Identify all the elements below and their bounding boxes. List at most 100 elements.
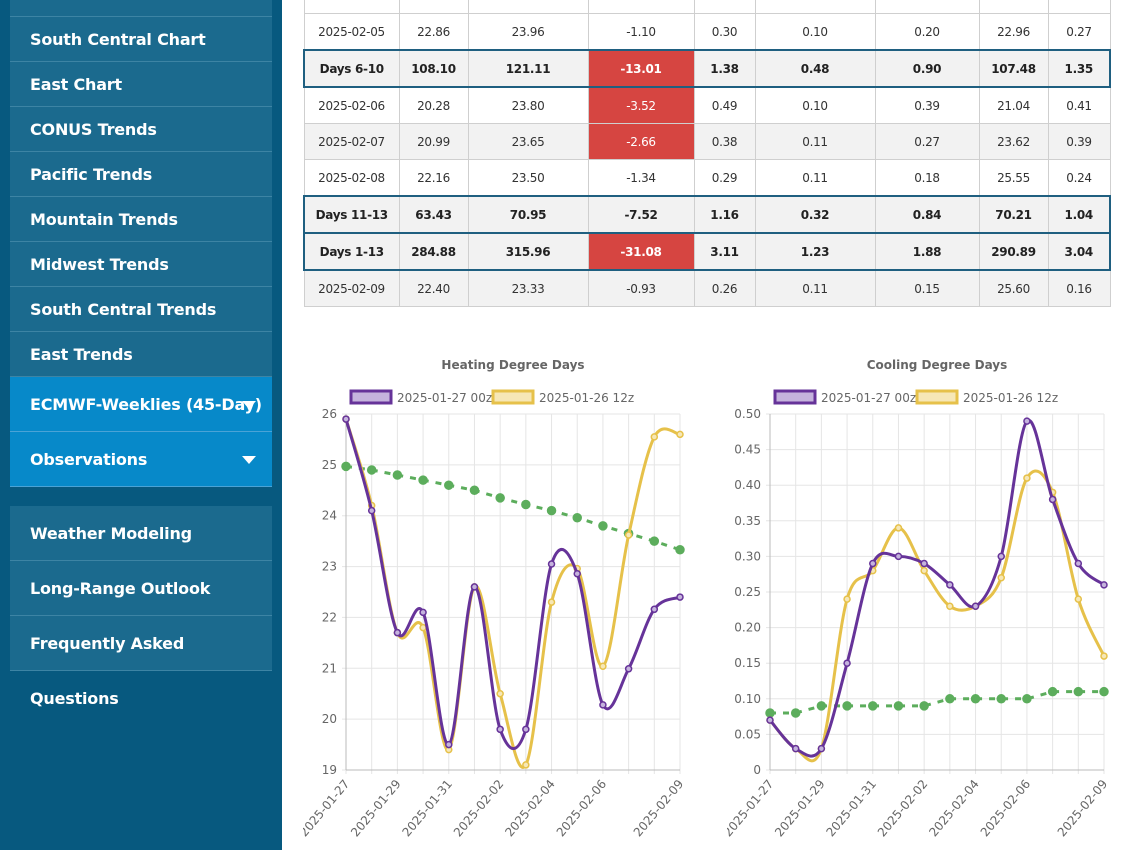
table-cell: -31.08 — [587, 232, 695, 271]
sidebar-item-south-central-chart[interactable]: South Central Chart — [10, 17, 272, 62]
data-point[interactable] — [650, 433, 659, 441]
data-point[interactable] — [676, 430, 684, 439]
data-point[interactable] — [790, 708, 801, 718]
table-cell: 1.88 — [874, 232, 980, 271]
sidebar-item-top-cutoff[interactable] — [10, 0, 272, 17]
sidebar-item-midwest-trends[interactable]: Midwest Trends — [10, 242, 272, 287]
table-cell — [874, 0, 980, 14]
data-point[interactable] — [469, 485, 480, 496]
data-point[interactable] — [997, 574, 1005, 582]
data-point[interactable] — [869, 559, 877, 568]
data-point[interactable] — [843, 659, 851, 667]
sidebar-item-south-central-trends[interactable]: South Central Trends — [10, 287, 272, 332]
data-point[interactable] — [675, 545, 685, 555]
data-point[interactable] — [624, 531, 633, 539]
data-point[interactable] — [1047, 686, 1058, 697]
table-cell: -1.34 — [587, 159, 695, 197]
legend-item[interactable]: 2025-01-27 00z — [773, 389, 916, 405]
data-point[interactable] — [1074, 595, 1083, 603]
table-cell: 1.38 — [693, 49, 756, 88]
data-point[interactable] — [496, 689, 504, 698]
data-point[interactable] — [547, 560, 556, 568]
data-point[interactable] — [1023, 417, 1031, 425]
data-point[interactable] — [599, 662, 607, 671]
data-point[interactable] — [522, 725, 530, 734]
table-cell: 0.27 — [1047, 13, 1111, 51]
table-cell — [467, 0, 589, 14]
data-point[interactable] — [573, 569, 581, 578]
data-point[interactable] — [342, 415, 350, 423]
legend-item[interactable]: 2025-01-26 12z — [915, 389, 1058, 405]
legend-item[interactable]: 2025-01-26 12z — [491, 389, 634, 405]
data-point[interactable] — [366, 465, 377, 475]
data-point[interactable] — [676, 593, 684, 601]
data-point[interactable] — [765, 708, 775, 718]
data-point[interactable] — [816, 701, 827, 711]
data-point[interactable] — [893, 701, 904, 711]
data-point[interactable] — [996, 694, 1006, 704]
data-point[interactable] — [970, 694, 981, 704]
data-point[interactable] — [920, 566, 928, 575]
data-point[interactable] — [521, 499, 531, 510]
data-point[interactable] — [920, 559, 928, 568]
data-point[interactable] — [418, 475, 428, 485]
data-point[interactable] — [817, 744, 826, 753]
data-point[interactable] — [1074, 559, 1083, 568]
data-point[interactable] — [1023, 474, 1031, 482]
data-point[interactable] — [1073, 686, 1084, 697]
data-point[interactable] — [546, 505, 557, 516]
data-point[interactable] — [650, 605, 659, 614]
data-point[interactable] — [1022, 694, 1032, 704]
data-point[interactable] — [495, 493, 505, 503]
data-point[interactable] — [945, 694, 955, 704]
sidebar-item-east-trends[interactable]: East Trends — [10, 332, 272, 377]
table-cell: -3.52 — [587, 86, 695, 124]
data-point[interactable] — [599, 701, 607, 709]
data-point[interactable] — [470, 583, 479, 591]
x-tick-label: 2025-01-29 — [772, 777, 828, 839]
data-point[interactable] — [894, 552, 903, 561]
data-point[interactable] — [946, 602, 954, 610]
legend-item[interactable]: 2025-01-27 00z — [349, 389, 492, 405]
data-point[interactable] — [341, 461, 351, 472]
data-point[interactable] — [547, 598, 556, 606]
sidebar-item-east-chart[interactable]: East Chart — [10, 62, 272, 107]
sidebar-item-mountain-trends[interactable]: Mountain Trends — [10, 197, 272, 242]
data-point[interactable] — [1048, 495, 1057, 504]
data-point[interactable] — [843, 595, 851, 603]
data-point[interactable] — [624, 665, 633, 673]
table-cell: 63.43 — [398, 195, 469, 234]
data-point[interactable] — [868, 701, 878, 711]
data-point[interactable] — [444, 480, 454, 490]
data-point[interactable] — [392, 470, 403, 480]
data-point[interactable] — [367, 506, 376, 515]
data-point[interactable] — [919, 701, 929, 711]
data-point[interactable] — [791, 744, 800, 753]
data-point[interactable] — [445, 740, 453, 749]
sidebar-item-weather-modeling[interactable]: Weather Modeling — [10, 506, 272, 561]
sidebar-item-ecmwf-weeklies[interactable]: ECMWF-Weeklies (45-Day) — [10, 377, 272, 432]
data-point[interactable] — [894, 524, 903, 532]
data-point[interactable] — [419, 608, 427, 617]
data-point[interactable] — [1100, 581, 1108, 589]
data-point[interactable] — [393, 628, 402, 637]
sidebar-item-conus-trends[interactable]: CONUS Trends — [10, 107, 272, 152]
data-point[interactable] — [1100, 652, 1108, 660]
data-point[interactable] — [997, 552, 1005, 561]
data-point[interactable] — [572, 512, 582, 523]
data-point[interactable] — [522, 761, 530, 769]
data-point[interactable] — [946, 581, 954, 589]
data-point[interactable] — [842, 701, 852, 711]
data-point[interactable] — [971, 602, 980, 610]
data-point[interactable] — [496, 725, 504, 734]
sidebar-item-pacific-trends[interactable]: Pacific Trends — [10, 152, 272, 197]
sidebar-item-long-range-outlook[interactable]: Long-Range Outlook — [10, 561, 272, 616]
sidebar-item-faq[interactable]: Frequently Asked Questions — [10, 616, 272, 708]
data-point[interactable] — [598, 521, 608, 531]
table-cell: 70.95 — [467, 195, 589, 234]
data-point[interactable] — [766, 716, 774, 724]
y-tick-label: 0.30 — [734, 549, 761, 563]
data-point[interactable] — [1099, 686, 1109, 697]
sidebar-item-observations[interactable]: Observations — [10, 432, 272, 487]
data-point[interactable] — [649, 536, 660, 546]
